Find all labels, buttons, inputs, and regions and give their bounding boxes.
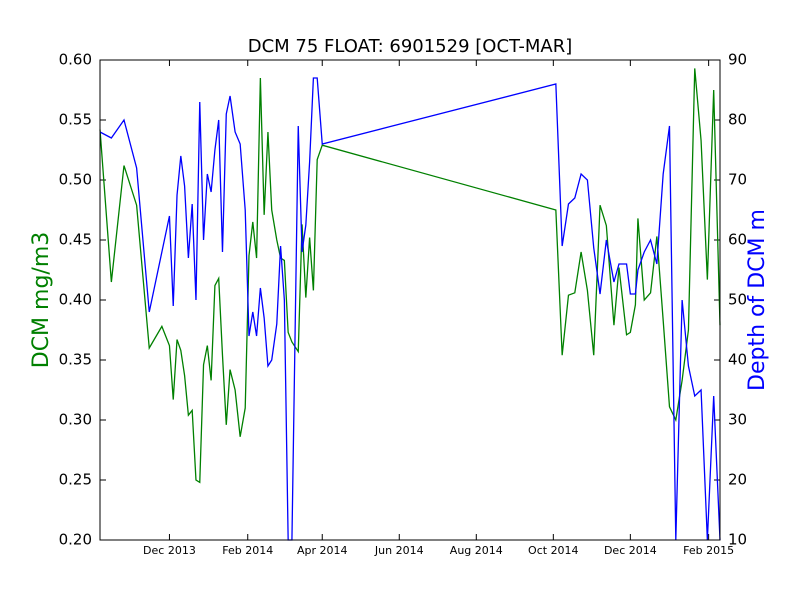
- y2-tick-label: 70: [728, 171, 747, 189]
- x-tick-label: Aug 2014: [450, 544, 503, 557]
- y2-axis-label: Depth of DCM m: [745, 209, 770, 391]
- y-tick-label: 0.50: [59, 171, 92, 189]
- y-tick-label: 0.40: [59, 291, 92, 309]
- y-tick-label: 0.60: [59, 51, 92, 69]
- y-tick-label: 0.35: [59, 351, 92, 369]
- x-tick-label: Dec 2014: [604, 544, 657, 557]
- x-tick-label: Oct 2014: [528, 544, 579, 557]
- x-tick-label: Jun 2014: [374, 544, 424, 557]
- y-tick-label: 0.55: [59, 111, 92, 129]
- x-tick-label: Apr 2014: [297, 544, 348, 557]
- y2-tick-label: 90: [728, 51, 747, 69]
- x-tick-label: Feb 2014: [222, 544, 273, 557]
- y-tick-label: 0.45: [59, 231, 92, 249]
- y-tick-label: 0.25: [59, 471, 92, 489]
- y-tick-label: 0.30: [59, 411, 92, 429]
- x-tick-label: Feb 2015: [683, 544, 734, 557]
- x-tick-label: Dec 2013: [143, 544, 196, 557]
- y2-tick-label: 10: [728, 531, 747, 549]
- y2-tick-label: 20: [728, 471, 747, 489]
- y-tick-label: 0.20: [59, 531, 92, 549]
- data-line: [99, 68, 721, 484]
- y2-tick-label: 40: [728, 351, 747, 369]
- y2-tick-label: 80: [728, 111, 747, 129]
- y2-tick-label: 50: [728, 291, 747, 309]
- y2-tick-label: 60: [728, 231, 747, 249]
- y2-tick-label: 30: [728, 411, 747, 429]
- plot-frame: [99, 59, 721, 541]
- chart-title: DCM 75 FLOAT: 6901529 [OCT-MAR]: [248, 36, 572, 57]
- y-axis-label: DCM mg/m3: [29, 232, 54, 369]
